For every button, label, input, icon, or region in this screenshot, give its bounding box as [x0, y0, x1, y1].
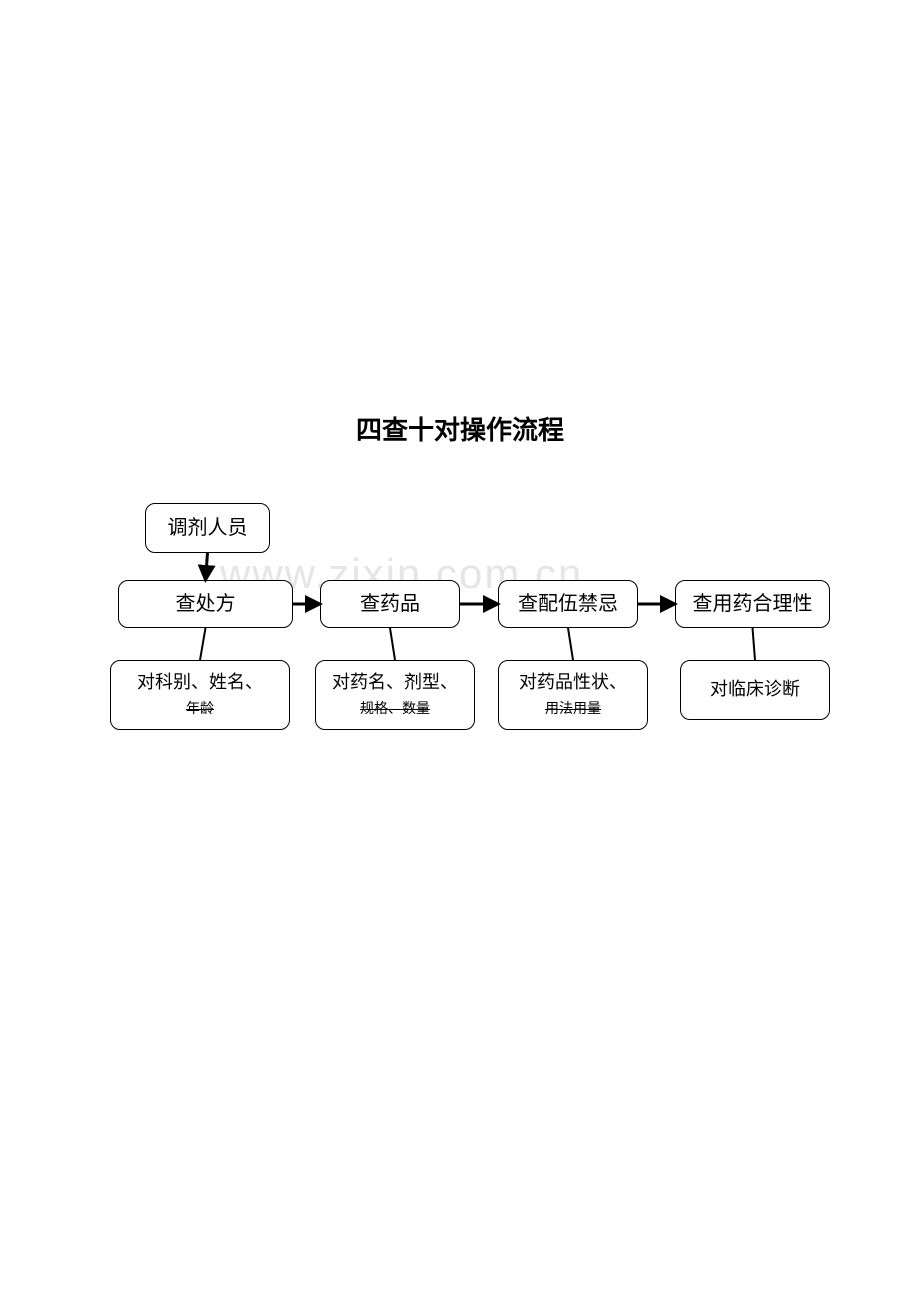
node-detail3-line2: 用法用量 — [545, 701, 601, 719]
node-check2-label: 查药品 — [360, 591, 420, 617]
diagram-title: 四查十对操作流程 — [0, 410, 920, 447]
node-detail3-line1: 对药品性状、 — [519, 671, 627, 694]
node-check4-label: 查用药合理性 — [693, 591, 813, 617]
node-start-label: 调剂人员 — [168, 515, 248, 541]
node-detail4: 对临床诊断 — [680, 660, 830, 720]
node-check2: 查药品 — [320, 580, 460, 628]
node-detail1-line1: 对科别、姓名、 — [137, 671, 263, 694]
node-check1-label: 查处方 — [176, 591, 236, 617]
connectors-svg — [0, 0, 920, 1302]
node-start: 调剂人员 — [145, 503, 270, 553]
page: www.zixin.com.cn 四查十对操作流程 调剂人员 查处方 查药品 查… — [0, 0, 920, 1302]
node-detail2-line2: 规格、数量 — [360, 701, 430, 719]
node-detail2-line1: 对药名、剂型、 — [332, 671, 458, 694]
node-check1: 查处方 — [118, 580, 293, 628]
node-check4: 查用药合理性 — [675, 580, 830, 628]
node-detail2: 对药名、剂型、 规格、数量 — [315, 660, 475, 730]
node-check3: 查配伍禁忌 — [498, 580, 638, 628]
node-check3-label: 查配伍禁忌 — [518, 591, 618, 617]
node-detail4-line1: 对临床诊断 — [710, 678, 800, 701]
node-detail3: 对药品性状、 用法用量 — [498, 660, 648, 730]
node-detail1: 对科别、姓名、 年龄 — [110, 660, 290, 730]
node-detail1-line2: 年龄 — [186, 701, 214, 719]
